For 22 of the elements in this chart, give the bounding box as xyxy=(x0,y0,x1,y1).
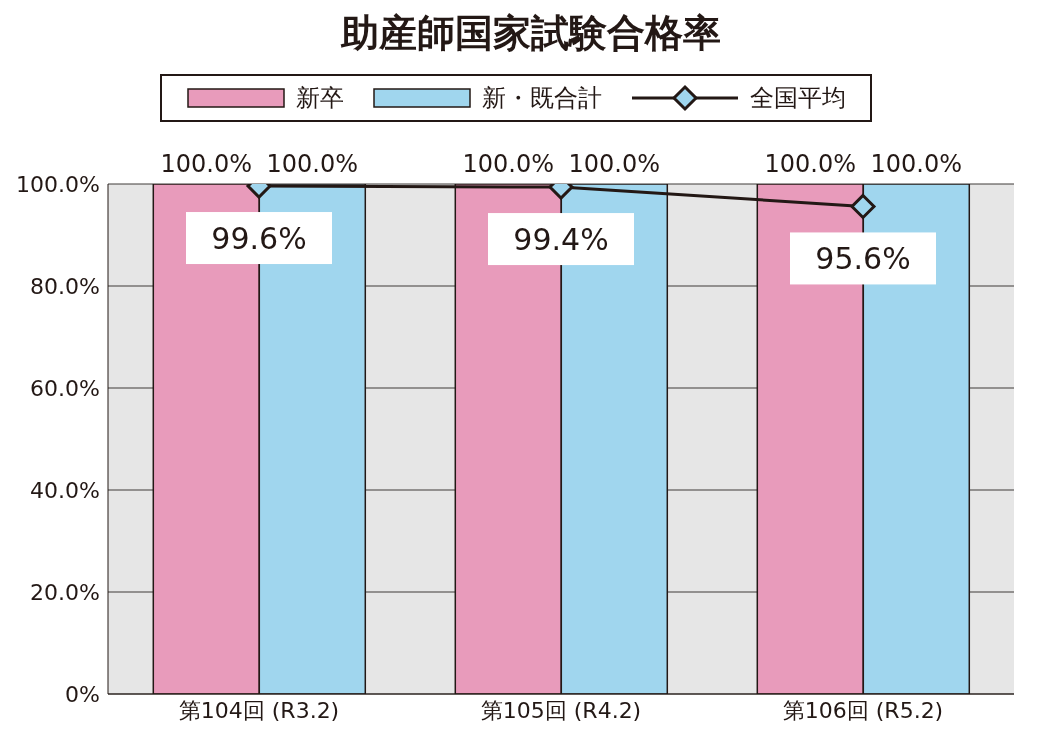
legend-label: 全国平均 xyxy=(750,83,846,114)
data-label: 100.0% xyxy=(160,150,253,178)
x-tick-label: 第106回 (R5.2) xyxy=(782,697,944,723)
data-label: 100.0% xyxy=(870,150,963,178)
y-tick-label: 100.0% xyxy=(16,171,100,197)
data-label: 100.0% xyxy=(266,150,359,178)
data-label: 100.0% xyxy=(764,150,857,178)
chart-title: 助産師国家試験合格率 xyxy=(339,10,722,57)
x-tick-label: 第105回 (R4.2) xyxy=(480,697,642,723)
data-label: 100.0% xyxy=(568,150,661,178)
y-tick-label: 0% xyxy=(65,681,100,707)
legend-label: 新・既合計 xyxy=(482,83,602,114)
legend-label: 新卒 xyxy=(296,83,344,114)
data-label: 95.6% xyxy=(815,240,911,276)
y-tick-label: 60.0% xyxy=(30,375,100,401)
data-label: 100.0% xyxy=(462,150,555,178)
y-tick-label: 20.0% xyxy=(30,579,100,605)
x-tick-label: 第104回 (R3.2) xyxy=(178,697,340,723)
data-label: 99.4% xyxy=(513,221,609,257)
y-tick-label: 80.0% xyxy=(30,273,100,299)
data-label: 99.6% xyxy=(211,220,307,256)
y-tick-label: 40.0% xyxy=(30,477,100,503)
